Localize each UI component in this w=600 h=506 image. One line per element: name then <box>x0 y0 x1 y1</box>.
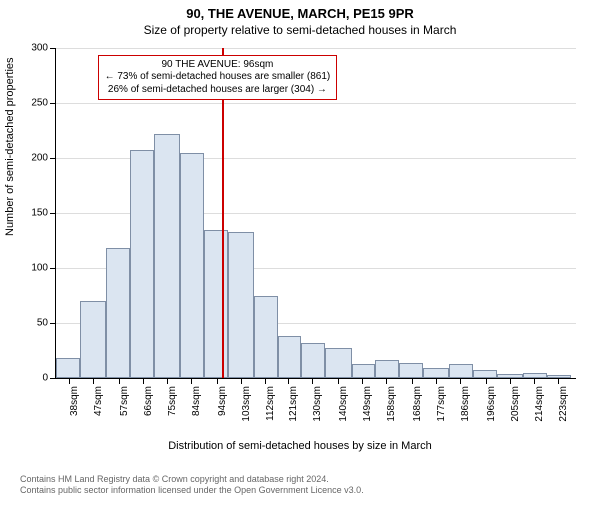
histogram-bar <box>523 373 547 379</box>
y-tick-label: 200 <box>16 153 48 164</box>
x-tick-label: 130sqm <box>312 386 323 436</box>
y-tick-label: 300 <box>16 43 48 54</box>
chart-title-1: 90, THE AVENUE, MARCH, PE15 9PR <box>0 6 600 21</box>
histogram-bar <box>228 232 254 378</box>
x-tick <box>436 378 437 384</box>
x-tick-label: 66sqm <box>143 386 154 436</box>
x-tick <box>143 378 144 384</box>
attribution-footer: Contains HM Land Registry data © Crown c… <box>20 474 364 497</box>
x-tick-label: 38sqm <box>69 386 80 436</box>
histogram-bar <box>352 364 376 378</box>
annotation-line: 90 THE AVENUE: 96sqm <box>105 59 331 72</box>
histogram-bar <box>301 343 325 378</box>
gridline <box>56 103 576 104</box>
x-tick-label: 196sqm <box>486 386 497 436</box>
x-tick-label: 112sqm <box>265 386 276 436</box>
x-tick <box>119 378 120 384</box>
x-tick-label: 223sqm <box>558 386 569 436</box>
x-tick <box>191 378 192 384</box>
footer-line-2: Contains public sector information licen… <box>20 485 364 496</box>
gridline <box>56 48 576 49</box>
histogram-bar <box>56 358 80 378</box>
x-axis-label: Distribution of semi-detached houses by … <box>0 440 600 452</box>
x-tick <box>338 378 339 384</box>
x-tick <box>69 378 70 384</box>
chart-container: 90, THE AVENUE, MARCH, PE15 9PR Size of … <box>0 6 600 37</box>
y-tick-label: 250 <box>16 98 48 109</box>
x-tick <box>558 378 559 384</box>
y-tick-label: 150 <box>16 208 48 219</box>
y-tick-label: 0 <box>16 373 48 384</box>
x-tick <box>460 378 461 384</box>
histogram-bar <box>180 153 204 379</box>
x-tick-label: 94sqm <box>217 386 228 436</box>
histogram-bar <box>449 364 473 378</box>
x-tick-label: 149sqm <box>362 386 373 436</box>
x-tick-label: 214sqm <box>534 386 545 436</box>
histogram-bar <box>325 348 351 378</box>
x-tick <box>241 378 242 384</box>
annotation-line: 26% of semi-detached houses are larger (… <box>105 84 331 97</box>
x-tick-label: 75sqm <box>167 386 178 436</box>
x-tick-label: 84sqm <box>191 386 202 436</box>
x-tick-label: 158sqm <box>386 386 397 436</box>
histogram-bar <box>278 336 302 378</box>
x-tick <box>288 378 289 384</box>
annotation-box: 90 THE AVENUE: 96sqm← 73% of semi-detach… <box>98 55 338 101</box>
y-tick-label: 100 <box>16 263 48 274</box>
x-tick <box>510 378 511 384</box>
x-tick-label: 177sqm <box>436 386 447 436</box>
x-tick <box>312 378 313 384</box>
y-tick <box>50 103 56 104</box>
x-tick <box>386 378 387 384</box>
histogram-bar <box>154 134 180 378</box>
x-tick <box>534 378 535 384</box>
x-tick-label: 121sqm <box>288 386 299 436</box>
annotation-line: ← 73% of semi-detached houses are smalle… <box>105 71 331 84</box>
y-tick <box>50 378 56 379</box>
histogram-bar <box>547 375 571 378</box>
x-tick <box>217 378 218 384</box>
histogram-bar <box>399 363 423 378</box>
x-tick <box>412 378 413 384</box>
y-axis-label: Number of semi-detached properties <box>4 57 16 236</box>
histogram-bar <box>254 296 278 379</box>
x-tick <box>265 378 266 384</box>
histogram-bar <box>423 368 449 378</box>
x-tick-label: 186sqm <box>460 386 471 436</box>
y-tick <box>50 48 56 49</box>
histogram-bar <box>375 360 399 378</box>
histogram-bar <box>473 370 497 378</box>
x-tick-label: 103sqm <box>241 386 252 436</box>
x-tick-label: 205sqm <box>510 386 521 436</box>
x-tick-label: 168sqm <box>412 386 423 436</box>
y-tick <box>50 323 56 324</box>
histogram-bar <box>130 150 154 378</box>
x-tick <box>93 378 94 384</box>
histogram-bar <box>106 248 130 378</box>
y-tick <box>50 158 56 159</box>
x-tick <box>486 378 487 384</box>
x-tick <box>362 378 363 384</box>
x-tick-label: 57sqm <box>119 386 130 436</box>
y-tick-label: 50 <box>16 318 48 329</box>
plot-area: 05010015020025030038sqm47sqm57sqm66sqm75… <box>55 48 576 379</box>
x-tick-label: 47sqm <box>93 386 104 436</box>
x-tick-label: 140sqm <box>338 386 349 436</box>
x-tick <box>167 378 168 384</box>
histogram-bar <box>80 301 106 378</box>
footer-line-1: Contains HM Land Registry data © Crown c… <box>20 474 364 485</box>
chart-title-2: Size of property relative to semi-detach… <box>0 23 600 37</box>
y-tick <box>50 213 56 214</box>
y-tick <box>50 268 56 269</box>
